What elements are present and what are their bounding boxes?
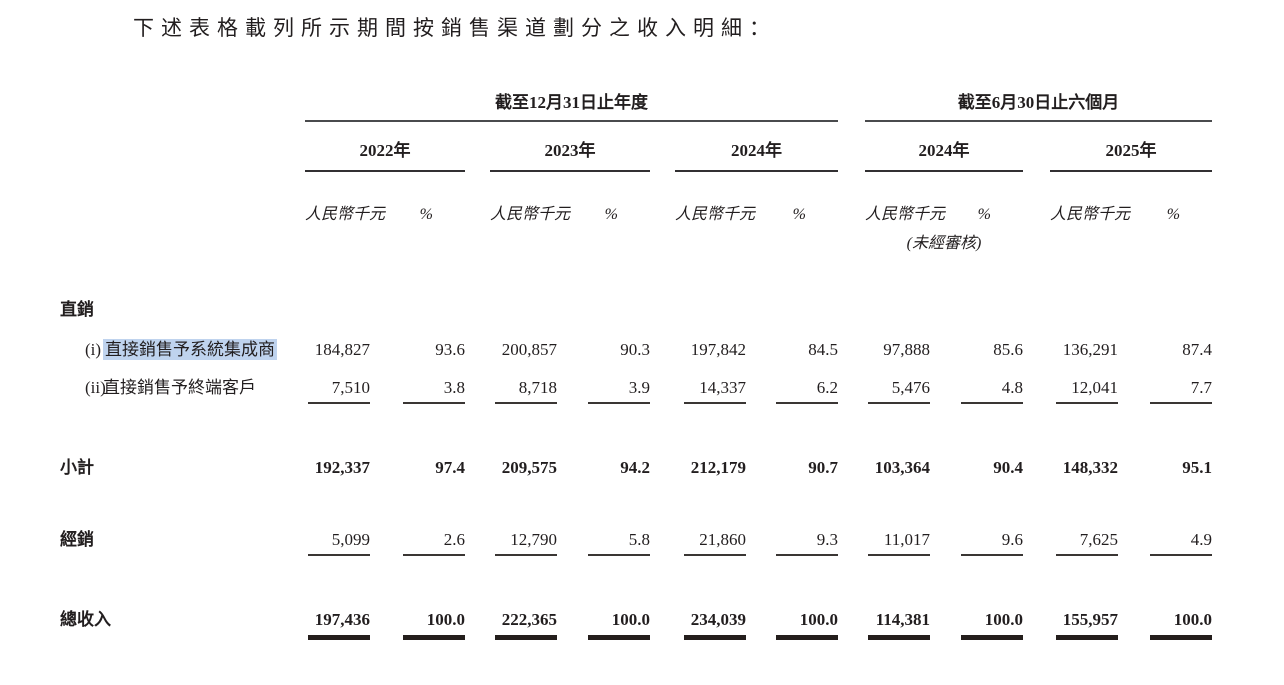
row-label: (i) 直接銷售予系統集成商: [60, 320, 305, 360]
cell-value: 197,842: [690, 340, 746, 359]
cell-value: 114,381: [865, 588, 930, 650]
period-group-row: 截至12月31日止年度 截至6月30日止六個月: [60, 88, 1213, 122]
cell-value: 148,332: [1062, 458, 1118, 477]
percent-header: %: [977, 206, 991, 223]
table-row-distribution: 經銷 5,099 2.6 12,790 5.8 21,860 9.3 11,01…: [60, 513, 1213, 558]
spacer-row: [60, 558, 1212, 588]
cell-value: 9.3: [746, 513, 838, 558]
cell-value: 12,790: [490, 513, 557, 558]
period-group-header-interim: 截至6月30日止六個月: [865, 88, 1213, 122]
cell-value: 97,888: [883, 340, 930, 359]
table-row-subtotal: 小計 192,337 97.4 209,575 94.2 212,179 90.…: [60, 436, 1212, 478]
cell-value: 2.6: [370, 513, 465, 558]
cell-value: 90.7: [808, 458, 838, 477]
cell-value: 192,337: [314, 458, 370, 477]
cell-value: 9.6: [930, 513, 1023, 558]
cell-value: 100.0: [1118, 588, 1213, 650]
spacer-row: [60, 406, 1212, 436]
cell-value: 6.2: [746, 360, 838, 406]
year-header-row: 2022年 2023年 2024年 2024年 2025年: [60, 121, 1213, 172]
highlighted-text: 直接銷售予系統集成商: [103, 339, 277, 360]
cell-value: 95.1: [1182, 458, 1213, 477]
year-header: 2025年: [1050, 121, 1213, 172]
unit-header: 人民幣千元: [305, 206, 386, 223]
unaudited-note: (未經審核): [906, 235, 982, 252]
cell-value: 212,179: [690, 458, 746, 477]
row-label: 總收入: [60, 610, 111, 629]
cell-value: 222,365: [490, 588, 557, 650]
unit-header: 人民幣千元: [865, 206, 946, 223]
row-label-text: 直接銷售予終端客戶: [103, 378, 256, 397]
percent-header: %: [792, 206, 806, 223]
unaudited-row: (未經審核): [60, 226, 1212, 254]
cell-value: 5.8: [557, 513, 650, 558]
year-header: 2023年: [490, 121, 650, 172]
cell-value: 90.3: [620, 340, 650, 359]
year-header: 2022年: [305, 121, 465, 172]
year-header: 2024年: [675, 121, 838, 172]
intro-paragraph: 下述表格載列所示期間按銷售渠道劃分之收入明細：: [133, 16, 777, 40]
cell-value: 100.0: [746, 588, 838, 650]
cell-value: 100.0: [557, 588, 650, 650]
cell-value: 100.0: [370, 588, 465, 650]
cell-value: 85.6: [993, 340, 1023, 359]
cell-value: 94.2: [620, 458, 650, 477]
cell-value: 234,039: [675, 588, 746, 650]
row-label: 直銷: [60, 300, 94, 319]
row-label: (ii)直接銷售予終端客戶: [60, 360, 305, 406]
cell-value: 3.8: [370, 360, 465, 406]
percent-header: %: [1166, 206, 1181, 223]
table-row-direct-to-end-customers: (ii)直接銷售予終端客戶 7,510 3.8 8,718 3.9 14,337…: [60, 360, 1213, 406]
cell-value: 21,860: [675, 513, 746, 558]
cell-value: 12,041: [1050, 360, 1118, 406]
cell-value: 7,510: [305, 360, 370, 406]
cell-value: 4.9: [1118, 513, 1213, 558]
cell-value: 8,718: [490, 360, 557, 406]
cell-value: 103,364: [874, 458, 930, 477]
unit-header: 人民幣千元: [490, 206, 571, 223]
spacer-row: [60, 478, 1212, 513]
revenue-by-channel-table: 截至12月31日止年度 截至6月30日止六個月 2022年 2023年 2024…: [60, 88, 1213, 650]
cell-value: 11,017: [865, 513, 930, 558]
cell-value: 5,099: [305, 513, 370, 558]
percent-header: %: [419, 206, 433, 223]
unit-header: 人民幣千元: [675, 206, 756, 223]
cell-value: 155,957: [1050, 588, 1118, 650]
cell-value: 209,575: [501, 458, 557, 477]
unit-header: 人民幣千元: [1050, 206, 1131, 223]
table-row-total-revenue: 總收入 197,436 100.0 222,365 100.0 234,039 …: [60, 588, 1213, 650]
cell-value: 136,291: [1062, 340, 1118, 359]
item-prefix: (i): [85, 340, 102, 359]
cell-value: 100.0: [930, 588, 1023, 650]
spacer-row: [60, 254, 1212, 294]
period-group-header-annual: 截至12月31日止年度: [305, 88, 838, 122]
table-row-direct-sales-section: 直銷: [60, 294, 1212, 320]
cell-value: 87.4: [1182, 340, 1213, 359]
cell-value: 5,476: [865, 360, 930, 406]
subheader-row: 人民幣千元 % 人民幣千元 % 人民幣千元 % 人民幣千元 % 人民幣千元 %: [60, 171, 1212, 226]
item-prefix: (ii): [85, 378, 106, 397]
cell-value: 4.8: [930, 360, 1023, 406]
cell-value: 14,337: [675, 360, 746, 406]
cell-value: 97.4: [435, 458, 465, 477]
cell-value: 197,436: [305, 588, 370, 650]
row-label: 小計: [60, 458, 94, 477]
cell-value: 200,857: [501, 340, 557, 359]
cell-value: 90.4: [993, 458, 1023, 477]
year-header: 2024年: [865, 121, 1023, 172]
cell-value: 93.6: [435, 340, 465, 359]
cell-value: 7,625: [1050, 513, 1118, 558]
cell-value: 84.5: [808, 340, 838, 359]
cell-value: 7.7: [1118, 360, 1213, 406]
cell-value: 3.9: [557, 360, 650, 406]
cell-value: 184,827: [314, 340, 370, 359]
percent-header: %: [604, 206, 618, 223]
table-row-direct-to-integrators: (i) 直接銷售予系統集成商 184,827 93.6 200,857 90.3 …: [60, 320, 1212, 360]
row-label: 經銷: [60, 530, 94, 549]
